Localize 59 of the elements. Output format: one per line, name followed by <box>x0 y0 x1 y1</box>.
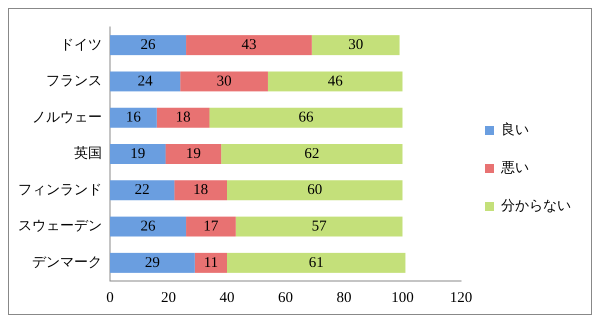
data-label: 30 <box>348 37 364 54</box>
bar <box>312 35 400 56</box>
data-label: 18 <box>176 110 191 126</box>
bar <box>268 71 402 92</box>
legend-label: 良い <box>501 122 529 138</box>
x-tick-label: 20 <box>161 290 176 306</box>
data-label: 26 <box>140 218 156 235</box>
data-label: 66 <box>298 110 314 126</box>
bar <box>110 216 186 237</box>
bar <box>180 71 268 92</box>
x-tick-label: 60 <box>278 290 293 306</box>
bar <box>186 216 236 237</box>
x-tick-label: 0 <box>106 290 114 306</box>
data-label: 46 <box>328 73 344 90</box>
bar <box>110 35 186 56</box>
y-tick-label: ノルウェー <box>32 109 102 126</box>
bar <box>194 252 227 273</box>
data-label: 19 <box>130 146 146 162</box>
data-label: 24 <box>138 73 154 90</box>
data-label: 18 <box>193 182 208 198</box>
bar <box>110 71 180 92</box>
data-label: 16 <box>126 110 142 126</box>
data-label: 43 <box>241 37 256 54</box>
data-label: 60 <box>307 182 322 198</box>
legend-label: 悪い <box>500 160 529 176</box>
bar <box>227 252 406 273</box>
bar <box>227 180 402 200</box>
bar <box>110 144 166 164</box>
x-tick-label: 80 <box>336 290 352 306</box>
data-label: 57 <box>312 218 328 235</box>
bar <box>110 252 195 273</box>
data-label: 30 <box>216 73 232 90</box>
y-tick-label: フィンランド <box>18 182 102 198</box>
bar <box>110 108 157 128</box>
legend-label: 分からない <box>501 198 571 214</box>
data-label: 11 <box>204 254 218 271</box>
data-label: 19 <box>186 146 201 162</box>
bar <box>221 144 402 164</box>
y-tick-label: デンマーク <box>32 254 102 270</box>
bar <box>236 216 402 237</box>
bar <box>186 35 312 56</box>
x-tick-label: 100 <box>391 290 414 306</box>
x-tick-label: 120 <box>450 290 472 306</box>
data-label: 61 <box>308 254 324 271</box>
y-tick-label: フランス <box>46 73 102 90</box>
y-tick-label: 英国 <box>74 146 102 162</box>
bar <box>156 108 210 128</box>
data-label: 26 <box>140 37 156 54</box>
data-label: 62 <box>304 146 320 162</box>
data-label: 29 <box>144 254 160 271</box>
data-label: 22 <box>134 182 150 198</box>
y-tick-label: ドイツ <box>60 36 102 53</box>
bar <box>110 180 174 200</box>
bar <box>174 180 227 200</box>
bar <box>166 144 222 164</box>
data-label: 17 <box>203 218 219 235</box>
x-tick-label: 40 <box>220 290 234 306</box>
y-tick-label: スウェーデン <box>18 218 102 234</box>
bar <box>209 108 402 128</box>
